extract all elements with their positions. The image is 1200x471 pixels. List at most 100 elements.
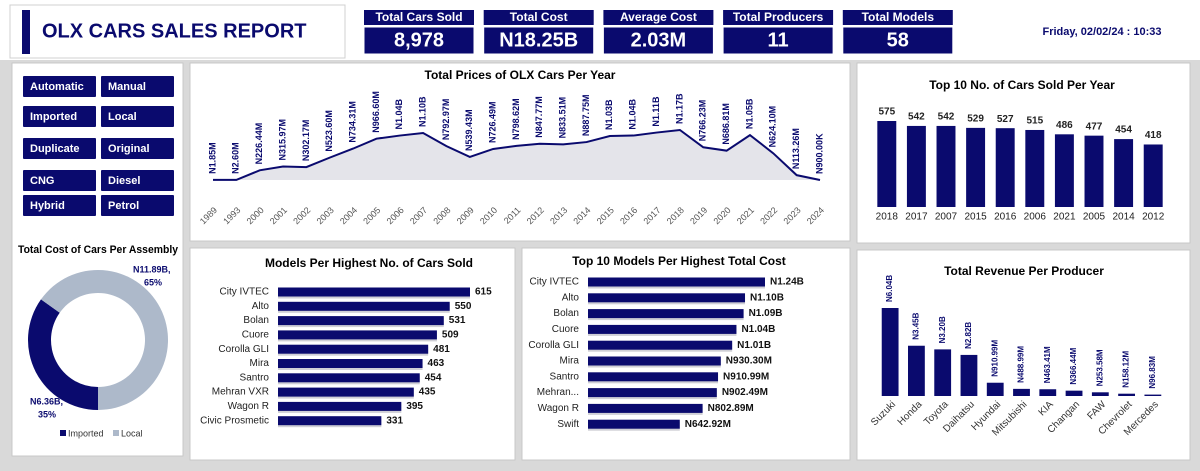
value-label: N3.20B	[938, 316, 947, 343]
slicer-button[interactable]	[101, 76, 174, 97]
slicer-label[interactable]: Diesel	[108, 175, 140, 187]
value-label: N766.23M	[698, 100, 708, 142]
bar	[1065, 390, 1083, 396]
bar	[588, 277, 765, 287]
value-label: 418	[1145, 130, 1162, 141]
slicer-label[interactable]: Petrol	[108, 200, 139, 212]
chart-title: Models Per Highest No. of Cars Sold	[265, 256, 473, 270]
x-tick-label: 2015	[964, 212, 987, 223]
x-tick-label: 2021	[1053, 212, 1076, 223]
bar	[278, 373, 420, 383]
bar	[278, 387, 414, 397]
slicer-button[interactable]	[23, 76, 96, 97]
y-tick-label: Cuore	[242, 330, 270, 341]
legend-swatch	[60, 430, 66, 436]
bar	[588, 372, 719, 382]
value-label: N1.11B	[651, 96, 661, 127]
bar	[881, 308, 899, 396]
slicer-label[interactable]: Imported	[30, 111, 77, 123]
x-tick-label: 2007	[935, 212, 958, 223]
value-label: N1.24B	[770, 277, 804, 288]
y-tick-label: Mehran VXR	[212, 387, 269, 398]
slicer-button[interactable]	[101, 138, 174, 159]
y-tick-label: Bolan	[243, 315, 269, 326]
bar	[278, 316, 444, 326]
kpi-value: 11	[768, 29, 789, 51]
kpi-header	[483, 10, 594, 25]
value-label: N1.10B	[417, 96, 427, 127]
x-tick-label: 2018	[876, 212, 899, 223]
bar	[986, 382, 1004, 396]
value-label: 454	[1115, 125, 1132, 136]
y-tick-label: Civic Prosmetic	[200, 415, 269, 426]
chart-title: Top 10 No. of Cars Sold Per Year	[929, 78, 1115, 92]
kpi-label: Average Cost	[620, 10, 697, 24]
slicer-button[interactable]	[101, 106, 174, 127]
slicer-label[interactable]: Local	[108, 111, 137, 123]
value-label: N2.82B	[964, 322, 973, 349]
bar	[1054, 134, 1074, 207]
kpi-value-box	[363, 26, 475, 55]
slicer-button[interactable]	[23, 138, 96, 159]
kpi-header	[603, 10, 714, 25]
value-label: N1.04B	[628, 99, 638, 130]
chart-title: Total Prices of OLX Cars Per Year	[425, 68, 616, 82]
value-label: N798.62M	[511, 98, 521, 140]
x-tick-label: 2012	[1142, 212, 1165, 223]
kpi-value: 58	[887, 29, 909, 51]
bar	[588, 356, 721, 366]
slicer-label[interactable]: Original	[108, 143, 150, 155]
bar	[588, 388, 717, 398]
bar	[588, 403, 703, 413]
bar	[936, 125, 956, 207]
bar	[1091, 392, 1109, 396]
slicer-label[interactable]: CNG	[30, 175, 54, 187]
value-label: 615	[475, 287, 492, 298]
bar	[588, 293, 746, 303]
slicer-button[interactable]	[23, 195, 96, 216]
y-tick-label: Cuore	[552, 324, 580, 335]
kpi-label: Total Cars Sold	[375, 10, 462, 24]
slicer-button[interactable]	[101, 170, 174, 191]
slicer-button[interactable]	[23, 106, 96, 127]
slicer-label[interactable]: Automatic	[30, 81, 84, 93]
y-tick-label: Wagon R	[538, 403, 579, 414]
bar	[960, 354, 978, 396]
y-tick-label: Alto	[252, 301, 270, 312]
bar	[934, 349, 952, 396]
kpi-value-box	[602, 26, 714, 55]
value-label: N1.09B	[749, 308, 783, 319]
percent-label: 65%	[144, 277, 162, 287]
value-label: N488.99M	[1017, 346, 1026, 383]
value-label: N158.12M	[1122, 350, 1131, 387]
y-tick-label: Alto	[562, 292, 580, 303]
kpi-value-box	[722, 26, 834, 55]
bar	[906, 125, 926, 207]
line	[212, 128, 821, 181]
slicer-button[interactable]	[101, 195, 174, 216]
value-label: N966.60M	[371, 91, 381, 133]
kpi-value: N18.25B	[499, 29, 578, 51]
bar	[588, 324, 737, 334]
value-label: 515	[1026, 116, 1043, 127]
slicer-label[interactable]: Duplicate	[30, 143, 80, 155]
value-label: N726.49M	[488, 101, 498, 143]
bar	[1084, 135, 1104, 207]
x-tick-label: 2016	[994, 212, 1017, 223]
legend-label: Local	[121, 428, 143, 438]
slicer-button[interactable]	[23, 170, 96, 191]
title-box	[9, 4, 346, 59]
slicer-label[interactable]: Manual	[108, 81, 146, 93]
value-label: N1.17B	[674, 93, 684, 124]
y-tick-label: Wagon R	[228, 401, 269, 412]
kpi-label: Total Models	[862, 10, 935, 24]
bar	[588, 309, 744, 319]
value-label: 529	[967, 114, 984, 125]
value-label: 481	[433, 344, 450, 355]
slicer-label[interactable]: Hybrid	[30, 200, 65, 212]
value-label: N910.99M	[723, 371, 769, 382]
value-label: N11.89B,	[133, 264, 171, 274]
value-label: 395	[406, 401, 423, 412]
value-label: N624.10M	[768, 106, 778, 148]
